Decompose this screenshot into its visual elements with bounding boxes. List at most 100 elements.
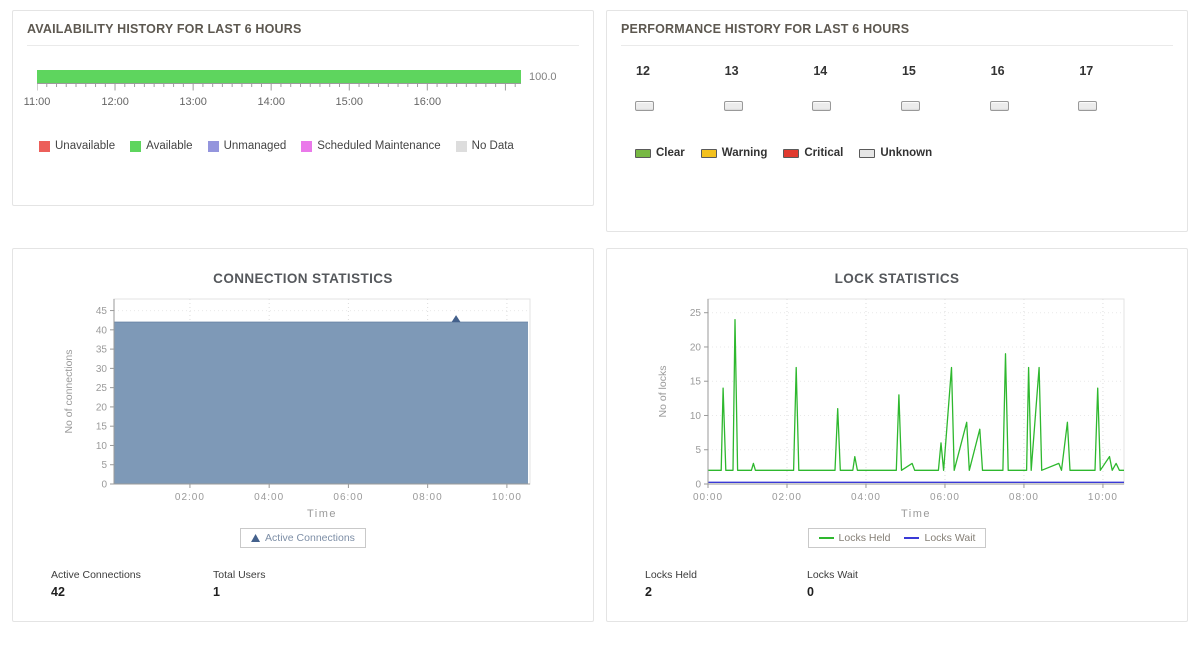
availability-legend-item: Scheduled Maintenance: [301, 140, 441, 152]
availability-time-labels: 11:00 12:00 13:00 14:00 15:00 16:00: [0, 96, 482, 108]
connection-chart[interactable]: 0 5 10 15 20 25 30 35 40 45 02:00 04:00 06:00 08:00 10…: [60, 290, 546, 522]
performance-hour-columns: 12 13 14: [635, 64, 1167, 111]
stat-cell: Locks Wait 0: [807, 569, 969, 599]
legend-label: Unavailable: [55, 140, 116, 152]
svg-text:0: 0: [695, 480, 701, 491]
svg-text:Time: Time: [901, 508, 931, 520]
line-marker-icon: [904, 537, 920, 539]
availability-legend-item: Unmanaged: [207, 140, 287, 152]
performance-legend-item: Critical: [783, 147, 843, 159]
chart-legend-item[interactable]: Locks Wait: [904, 532, 975, 544]
svg-text:45: 45: [96, 306, 108, 317]
hour-label: 12: [636, 64, 650, 78]
svg-text:00:00: 00:00: [693, 492, 723, 503]
legend-swatch-icon: [207, 140, 219, 152]
availability-bar-area: 11:00 12:00 13:00 14:00 15:00 16:00: [24, 70, 521, 108]
svg-text:5: 5: [695, 445, 701, 456]
availability-panel-title: AVAILABILITY HISTORY FOR LAST 6 HOURS: [27, 11, 579, 46]
legend-label: Active Connections: [265, 532, 355, 544]
legend-label: Warning: [721, 147, 768, 159]
hour-label: 13: [724, 64, 739, 78]
status-box[interactable]: [900, 101, 920, 111]
svg-text:30: 30: [96, 364, 108, 375]
svg-text:0: 0: [101, 480, 107, 491]
connection-chart-title: CONNECTION STATISTICS: [213, 271, 393, 286]
svg-text:25: 25: [690, 308, 702, 319]
performance-history-panel: PERFORMANCE HISTORY FOR LAST 6 HOURS 12 …: [606, 10, 1188, 232]
performance-hour-cell: 17: [1078, 64, 1167, 111]
svg-text:20: 20: [96, 402, 108, 413]
performance-hour-cell: 15: [900, 64, 990, 111]
performance-legend-item: Clear: [635, 147, 685, 159]
svg-text:04:00: 04:00: [851, 492, 881, 503]
time-label: 11:00: [23, 96, 51, 108]
status-box[interactable]: [989, 101, 1009, 111]
availability-legend-item: No Data: [455, 140, 514, 152]
stat-value: 1: [213, 585, 220, 599]
availability-history-panel: AVAILABILITY HISTORY FOR LAST 6 HOURS 11…: [12, 10, 594, 206]
availability-legend-item: Unavailable: [39, 140, 115, 152]
stat-label: Active Connections: [51, 569, 141, 581]
status-box[interactable]: [635, 101, 654, 111]
time-label: 16:00: [413, 96, 442, 108]
stat-value: 2: [645, 585, 652, 599]
chart-legend-item[interactable]: Active Connections: [251, 532, 355, 544]
svg-text:Time: Time: [307, 508, 337, 520]
legend-swatch-icon: [859, 148, 876, 158]
status-box[interactable]: [812, 101, 832, 111]
svg-text:40: 40: [96, 325, 108, 336]
legend-swatch-icon: [700, 148, 717, 158]
lock-chart-legend: Locks Held Locks Wait: [807, 528, 987, 548]
hour-label: 15: [901, 64, 916, 78]
performance-hour-cell: 13: [723, 64, 813, 111]
connection-stats-row: Active Connections 42 Total Users 1: [13, 569, 593, 599]
status-box[interactable]: [1078, 101, 1098, 111]
svg-text:5: 5: [101, 460, 107, 471]
chart-legend-item[interactable]: Locks Held: [818, 532, 891, 544]
svg-text:10:00: 10:00: [492, 492, 522, 503]
hour-label: 16: [990, 64, 1005, 78]
legend-label: Locks Held: [838, 532, 891, 544]
legend-swatch-icon: [130, 140, 142, 152]
legend-swatch-icon: [39, 140, 50, 152]
availability-bar[interactable]: [37, 70, 521, 83]
stat-value: 42: [51, 585, 65, 599]
legend-swatch-icon: [635, 148, 651, 158]
legend-label: Unknown: [880, 147, 933, 159]
legend-label: Critical: [804, 147, 844, 159]
time-label: 12:00: [101, 96, 129, 108]
stat-cell: Total Users 1: [213, 569, 375, 599]
hour-label: 17: [1079, 64, 1094, 78]
connection-chart-legend: Active Connections: [240, 528, 366, 548]
svg-text:35: 35: [96, 345, 108, 356]
monitoring-dashboard: AVAILABILITY HISTORY FOR LAST 6 HOURS 11…: [12, 10, 1188, 622]
performance-legend: Clear Warning Critical: [635, 147, 1167, 159]
lock-statistics-panel: LOCK STATISTICS 0 5 10 15 20 25 00:00 02:00 04:0…: [606, 248, 1188, 622]
availability-time-axis: [37, 83, 521, 91]
stat-label: Total Users: [213, 569, 266, 581]
svg-text:08:00: 08:00: [1009, 492, 1039, 503]
time-label: 14:00: [257, 96, 285, 108]
svg-text:No of connections: No of connections: [63, 349, 75, 433]
legend-label: Locks Wait: [924, 532, 976, 544]
lock-chart[interactable]: 0 5 10 15 20 25 00:00 02:00 04:00 06:00 08:00 10:00…: [654, 290, 1140, 522]
svg-text:15: 15: [96, 422, 108, 433]
legend-label: Unmanaged: [223, 140, 287, 152]
stat-label: Locks Wait: [807, 569, 858, 581]
availability-panel-body: 11:00 12:00 13:00 14:00 15:00 16:00: [13, 46, 593, 152]
performance-legend-item: Warning: [700, 147, 768, 159]
performance-panel-body: 12 13 14: [607, 46, 1187, 159]
performance-hour-cell: 16: [989, 64, 1079, 111]
stat-label: Locks Held: [645, 569, 697, 581]
availability-legend: Unavailable Available Unmanaged: [39, 140, 575, 152]
line-marker-icon: [818, 537, 834, 539]
svg-text:10:00: 10:00: [1088, 492, 1118, 503]
time-label: 13:00: [179, 96, 207, 108]
svg-text:10: 10: [96, 441, 108, 452]
svg-text:02:00: 02:00: [772, 492, 802, 503]
triangle-marker-icon: [251, 534, 261, 542]
availability-value: 100.0: [529, 71, 557, 83]
status-box[interactable]: [723, 101, 743, 111]
svg-text:15: 15: [690, 377, 702, 388]
legend-label: Scheduled Maintenance: [317, 140, 441, 152]
